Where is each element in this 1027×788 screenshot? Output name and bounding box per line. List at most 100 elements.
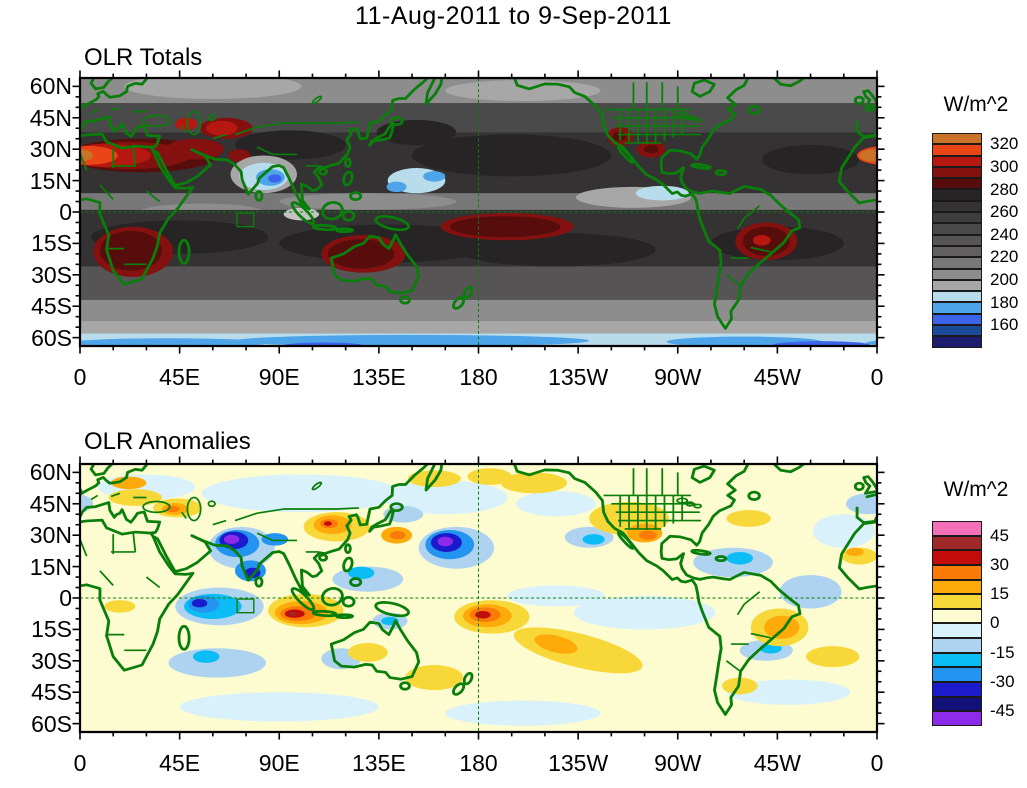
contour-blob bbox=[99, 230, 162, 271]
contour-blob bbox=[268, 174, 282, 183]
lat-tick-label: 15S bbox=[31, 230, 72, 257]
contour-blob bbox=[534, 634, 578, 654]
lat-tick-label: 45S bbox=[31, 293, 72, 320]
contour-blob bbox=[779, 574, 842, 609]
contour-blob bbox=[859, 149, 877, 162]
contour-blob bbox=[812, 514, 875, 548]
colorbar-tick-label: 300 bbox=[990, 156, 1019, 176]
colorbar-step bbox=[932, 638, 982, 653]
colorbar-step bbox=[932, 313, 982, 326]
contour-blob bbox=[639, 530, 657, 540]
lon-tick-label: 90W bbox=[654, 750, 702, 776]
contour-blob bbox=[80, 494, 94, 514]
lat-tick-label: 30N bbox=[29, 522, 72, 549]
colorbar-step bbox=[932, 166, 982, 179]
lon-tick-label: 0 bbox=[73, 750, 87, 776]
lon-tick-label: 135W bbox=[548, 750, 609, 776]
colorbar-tick-label: -30 bbox=[990, 672, 1015, 692]
contour-blob bbox=[192, 650, 220, 663]
lon-tick-label: 45E bbox=[159, 750, 201, 776]
colorbar-tick-label: 200 bbox=[990, 269, 1019, 289]
lon-tick-label: 90E bbox=[258, 750, 300, 776]
colorbar-olr-anomalies bbox=[932, 521, 982, 726]
contour-blob bbox=[456, 232, 656, 267]
contour-blob bbox=[347, 643, 388, 662]
lat-tick-label: 15N bbox=[29, 553, 72, 580]
colorbar-units-totals: W/m^2 bbox=[943, 93, 1009, 116]
lat-tick-label: 30N bbox=[29, 136, 72, 163]
lat-tick-label: 60S bbox=[31, 324, 72, 351]
contour-blob bbox=[80, 146, 118, 165]
lat-tick-label: 0 bbox=[59, 585, 72, 611]
reference-box bbox=[237, 213, 254, 227]
lat-tick-label: 60N bbox=[29, 459, 72, 486]
colorbar-tick-label: 260 bbox=[990, 202, 1019, 222]
contour-blob bbox=[445, 700, 601, 726]
colorbar-units-anomalies: W/m^2 bbox=[943, 478, 1009, 501]
colorbar-tick-label: 15 bbox=[990, 584, 1009, 604]
contour-blob bbox=[80, 338, 269, 346]
lon-tick-label: 45W bbox=[753, 750, 802, 776]
contour-blob bbox=[582, 534, 605, 545]
contour-blob bbox=[191, 599, 208, 608]
colorbar-step bbox=[932, 178, 982, 190]
contour-blob bbox=[467, 468, 512, 485]
colorbar-tick-label: 45 bbox=[990, 525, 1009, 545]
contour-blob bbox=[166, 138, 224, 160]
colorbar-tick-label: 0 bbox=[990, 613, 1000, 633]
lon-tick-label: 90W bbox=[654, 364, 702, 390]
contour-blob bbox=[179, 692, 379, 722]
contour-blob bbox=[80, 149, 94, 162]
contour-blob bbox=[288, 611, 297, 616]
contour-blob bbox=[347, 566, 375, 580]
colorbar-step bbox=[932, 652, 982, 668]
contour-blob bbox=[445, 80, 601, 102]
contour-blob bbox=[386, 181, 407, 193]
colorbar-tick-label: 180 bbox=[990, 292, 1019, 312]
contour-blob bbox=[764, 615, 800, 639]
contour-blob bbox=[407, 470, 461, 488]
lon-tick-label: 135E bbox=[352, 364, 406, 390]
contour-blob bbox=[206, 120, 238, 136]
contour-blob bbox=[124, 78, 302, 99]
contour-blob bbox=[573, 595, 716, 630]
colorbar-tick-label: 240 bbox=[990, 224, 1019, 244]
lon-tick-label: 0 bbox=[870, 750, 884, 776]
colorbar-tick-label: 320 bbox=[990, 134, 1019, 154]
colorbar-tick-label: 220 bbox=[990, 247, 1019, 267]
lat-tick-label: 30S bbox=[31, 261, 72, 288]
contour-blob bbox=[761, 145, 860, 175]
lat-tick-label: 15N bbox=[29, 167, 72, 194]
colorbar-step bbox=[932, 200, 982, 213]
colorbar-step bbox=[932, 223, 982, 235]
contour-blob bbox=[168, 648, 266, 678]
colorbar-step bbox=[932, 623, 982, 638]
contour-blob bbox=[228, 149, 251, 162]
contour-blob bbox=[423, 171, 446, 182]
colorbar-step bbox=[932, 696, 982, 712]
contour-blob bbox=[449, 216, 561, 238]
panel-title-olr-totals: OLR Totals bbox=[84, 44, 203, 71]
contour-blob bbox=[612, 131, 626, 142]
contour-blob bbox=[475, 610, 491, 619]
lon-tick-label: 135W bbox=[548, 364, 609, 390]
lat-tick-label: 60N bbox=[29, 73, 72, 100]
lat-tick-label: 45N bbox=[29, 490, 72, 517]
contour-blob bbox=[806, 646, 860, 668]
contour-blob bbox=[772, 341, 871, 346]
contour-blob bbox=[635, 185, 689, 201]
lat-tick-label: 60S bbox=[31, 710, 72, 737]
colorbar-tick-label: 30 bbox=[990, 554, 1009, 574]
lat-tick-label: 15S bbox=[31, 616, 72, 643]
colorbar-step bbox=[932, 155, 982, 167]
contour-blob bbox=[234, 130, 346, 160]
contour-blob bbox=[500, 472, 568, 494]
colorbar-tick-label: 160 bbox=[990, 315, 1019, 335]
contour-blob bbox=[223, 534, 240, 544]
contour-blob bbox=[437, 536, 454, 547]
colorbar-step bbox=[932, 579, 982, 595]
lon-tick-label: 0 bbox=[870, 364, 884, 390]
contour-blob bbox=[507, 585, 605, 607]
colorbar-step bbox=[932, 667, 982, 682]
